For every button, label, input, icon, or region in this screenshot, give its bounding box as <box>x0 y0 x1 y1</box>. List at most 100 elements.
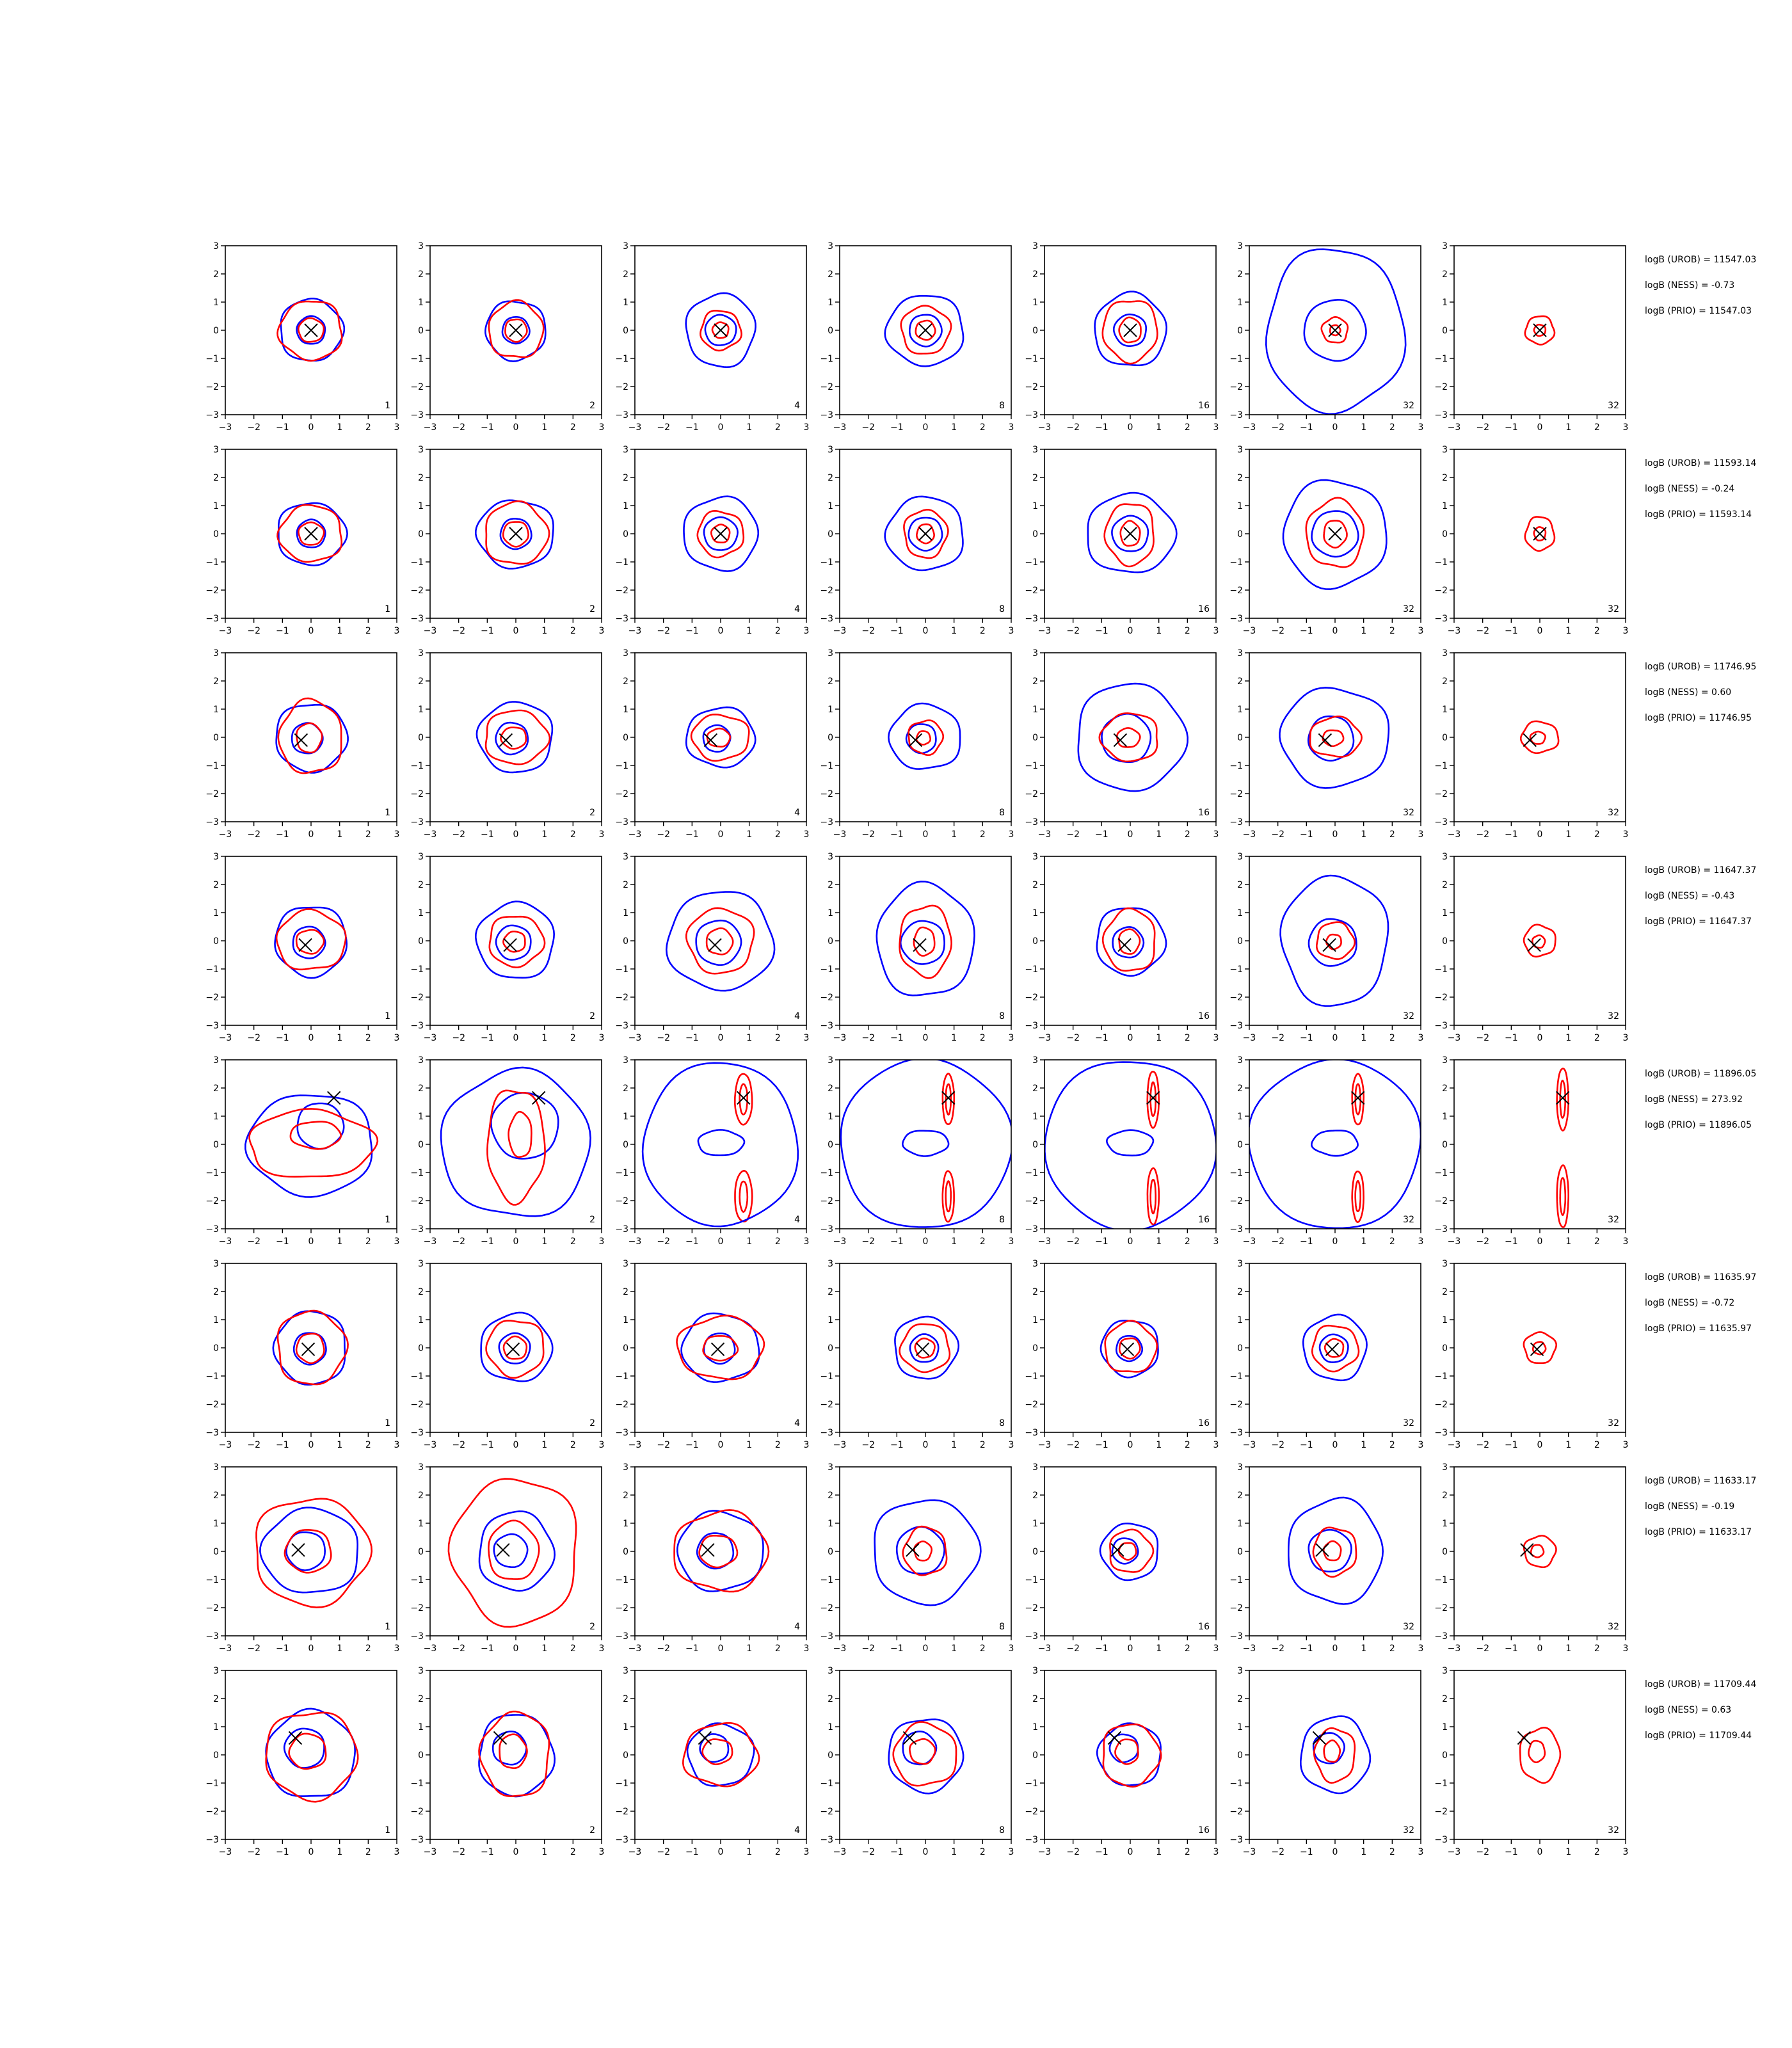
panel-label: 4 <box>794 808 800 818</box>
x-tick-label: −2 <box>1066 1236 1080 1247</box>
axes-frame <box>1453 1059 1626 1229</box>
y-tick-label: 1 <box>1237 1519 1243 1529</box>
x-tick-label: −1 <box>1095 1440 1108 1450</box>
y-tick-label: −2 <box>1025 1807 1038 1817</box>
x-tick-label: −3 <box>1448 1440 1461 1450</box>
x-tick-label: −2 <box>861 1847 875 1857</box>
blue-contour-inner <box>704 314 737 346</box>
x-tick-label: −2 <box>1476 422 1489 433</box>
x-tick-label: −3 <box>219 829 232 840</box>
x-tick-label: 1 <box>337 1440 342 1450</box>
blue-contour-inner <box>1311 1130 1359 1157</box>
red-contour <box>685 907 755 975</box>
y-tick-label: −2 <box>1025 1603 1038 1613</box>
y-tick-label: −3 <box>1025 410 1038 420</box>
y-tick-label: −2 <box>205 993 219 1003</box>
panel-label: 32 <box>1608 1215 1619 1225</box>
logb-annotation: logB (PRIO) = 11896.05 <box>1645 1120 1752 1130</box>
y-tick-label: 3 <box>418 1055 424 1066</box>
panel-r7-c4: −3−3 −2 −2 −1 −1 0 0 1 1 2 2 3 3 8 <box>820 1462 1014 1654</box>
x-tick-label: 1 <box>746 1644 752 1654</box>
x-tick-label: 2 <box>570 1847 576 1857</box>
y-tick-label: 1 <box>213 501 219 511</box>
y-tick-label: 3 <box>828 1462 833 1473</box>
x-tick-label: 1 <box>746 626 752 636</box>
y-tick-label: −1 <box>1434 354 1448 364</box>
x-tick-label: −3 <box>1243 422 1256 433</box>
y-tick-label: 0 <box>1032 733 1038 743</box>
y-tick-label: −3 <box>1229 410 1243 420</box>
x-tick-label: 2 <box>1594 1644 1600 1654</box>
y-tick-label: 2 <box>1442 1491 1448 1501</box>
x-tick-label: −2 <box>1066 1847 1080 1857</box>
y-tick-label: −1 <box>820 1779 833 1789</box>
x-tick-label: −1 <box>685 829 699 840</box>
red-contour-inner <box>701 1738 733 1766</box>
x-tick-label: −2 <box>657 1440 670 1450</box>
x-tick-label: 1 <box>951 1236 957 1247</box>
y-tick-label: −1 <box>1434 964 1448 975</box>
panel-label: 2 <box>589 1418 595 1428</box>
y-tick-label: 2 <box>1032 1491 1038 1501</box>
x-tick-label: 3 <box>1213 626 1219 636</box>
axes-frame <box>839 652 1012 822</box>
y-tick-label: 1 <box>623 1315 628 1325</box>
x-tick-label: −3 <box>424 422 437 433</box>
x-tick-label: −3 <box>1448 626 1461 636</box>
true-point-marker <box>714 323 728 337</box>
y-tick-label: 2 <box>828 473 833 483</box>
y-tick-label: 2 <box>623 880 628 890</box>
red-contour-inner <box>739 1083 748 1116</box>
x-tick-label: 1 <box>1361 1236 1366 1247</box>
y-tick-label: −2 <box>820 1196 833 1206</box>
x-tick-label: 1 <box>1156 1440 1162 1450</box>
true-point-marker <box>703 733 718 748</box>
red-contour <box>1524 315 1556 346</box>
y-tick-label: 0 <box>418 1750 424 1761</box>
x-tick-label: 3 <box>1623 829 1629 840</box>
blue-contour-inner <box>492 1731 527 1766</box>
x-tick-label: 0 <box>1332 1033 1338 1043</box>
y-tick-label: 3 <box>1032 241 1038 252</box>
logb-annotation: logB (UROB) = 11647.37 <box>1645 865 1756 876</box>
x-tick-label: −3 <box>833 1440 847 1450</box>
panel-r3-c2: −3−3 −2 −2 −1 −1 0 0 1 1 2 2 3 3 2 <box>410 648 604 840</box>
panel-r4-c1: −3−3 −2 −2 −1 −1 0 0 1 1 2 2 3 3 1 <box>205 852 399 1043</box>
panel-r3-c5: −3−3 −2 −2 −1 −1 0 0 1 1 2 2 3 3 16 <box>1025 648 1219 840</box>
y-tick-label: 0 <box>828 529 833 540</box>
y-tick-label: 1 <box>828 1315 833 1325</box>
x-tick-label: −2 <box>1271 422 1284 433</box>
blue-contour-inner <box>1101 713 1152 763</box>
y-tick-label: 0 <box>1237 733 1243 743</box>
x-tick-label: 2 <box>1389 1440 1395 1450</box>
x-tick-label: 3 <box>1009 1033 1014 1043</box>
blue-contour-inner <box>1106 1129 1155 1156</box>
axes-frame <box>839 1263 1012 1433</box>
y-tick-label: 3 <box>1442 1666 1448 1676</box>
x-tick-label: 0 <box>1128 1644 1133 1654</box>
x-tick-label: 3 <box>1009 1644 1014 1654</box>
x-tick-label: −1 <box>276 829 289 840</box>
logb-annotation: logB (PRIO) = 11593.14 <box>1645 509 1752 520</box>
y-tick-label: 3 <box>1237 241 1243 252</box>
red-contour <box>248 1108 379 1178</box>
blue-contour <box>484 300 547 362</box>
red-contour-inner <box>288 1732 327 1770</box>
y-tick-label: −1 <box>820 1575 833 1585</box>
red-contour-inner <box>1529 730 1546 745</box>
y-tick-label: 1 <box>828 298 833 308</box>
y-tick-label: −3 <box>1229 1224 1243 1235</box>
y-tick-label: 1 <box>623 908 628 918</box>
x-tick-label: 2 <box>1594 1847 1600 1857</box>
red-contour <box>276 300 343 362</box>
y-tick-label: 2 <box>418 880 424 890</box>
y-tick-label: 0 <box>418 326 424 336</box>
red-contour-lower-inner <box>1354 1180 1361 1212</box>
panel-label: 32 <box>1608 1418 1619 1428</box>
red-contour <box>1101 907 1156 972</box>
x-tick-label: 2 <box>365 1236 371 1247</box>
x-tick-label: 2 <box>1389 626 1395 636</box>
panel-label: 32 <box>1403 1215 1414 1225</box>
panel-label: 4 <box>794 1418 800 1428</box>
red-contour <box>1320 316 1349 344</box>
